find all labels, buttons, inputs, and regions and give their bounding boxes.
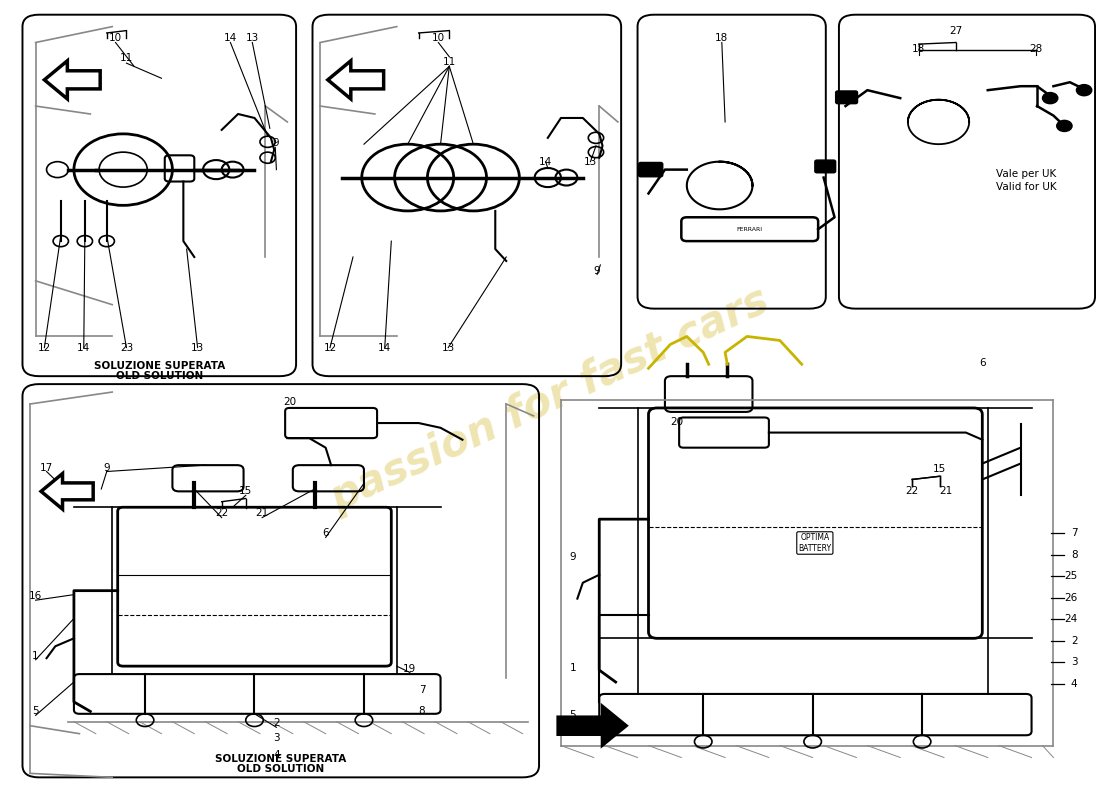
Polygon shape bbox=[328, 61, 384, 99]
Text: 8: 8 bbox=[1071, 550, 1078, 560]
Text: 9: 9 bbox=[570, 552, 576, 562]
Text: 13: 13 bbox=[191, 342, 205, 353]
Text: 21: 21 bbox=[255, 508, 268, 518]
Text: 9: 9 bbox=[594, 266, 601, 275]
FancyBboxPatch shape bbox=[815, 160, 836, 173]
Text: 5: 5 bbox=[32, 706, 39, 717]
Text: 14: 14 bbox=[378, 342, 392, 353]
Text: OLD SOLUTION: OLD SOLUTION bbox=[238, 765, 324, 774]
Text: 20: 20 bbox=[670, 418, 683, 427]
Circle shape bbox=[1057, 120, 1072, 131]
Text: 9: 9 bbox=[103, 462, 110, 473]
Text: 14: 14 bbox=[77, 342, 90, 353]
Polygon shape bbox=[558, 706, 627, 746]
Text: passion for fast cars: passion for fast cars bbox=[323, 280, 777, 520]
Text: 15: 15 bbox=[239, 486, 252, 496]
Text: 14: 14 bbox=[223, 33, 236, 42]
Text: Vale per UK: Vale per UK bbox=[996, 169, 1056, 178]
Text: 1: 1 bbox=[570, 662, 576, 673]
Text: SOLUZIONE SUPERATA: SOLUZIONE SUPERATA bbox=[94, 361, 224, 371]
Text: 6: 6 bbox=[979, 358, 986, 369]
Text: 5: 5 bbox=[570, 710, 576, 720]
Polygon shape bbox=[44, 61, 100, 99]
Text: 22: 22 bbox=[905, 486, 918, 495]
Text: 17: 17 bbox=[40, 462, 53, 473]
Text: OPTIMA
BATTERY: OPTIMA BATTERY bbox=[799, 534, 832, 553]
FancyBboxPatch shape bbox=[639, 162, 662, 177]
Text: 6: 6 bbox=[322, 529, 329, 538]
Text: 11: 11 bbox=[120, 54, 133, 63]
FancyBboxPatch shape bbox=[836, 91, 858, 104]
Text: Valid for UK: Valid for UK bbox=[996, 182, 1056, 192]
Text: 18: 18 bbox=[912, 44, 925, 54]
Text: 21: 21 bbox=[939, 486, 953, 495]
Circle shape bbox=[1043, 93, 1058, 104]
Text: 22: 22 bbox=[214, 508, 229, 518]
Text: 20: 20 bbox=[283, 398, 296, 407]
Text: 16: 16 bbox=[29, 591, 42, 602]
Text: 18: 18 bbox=[715, 33, 728, 42]
Text: 7: 7 bbox=[1071, 529, 1078, 538]
Text: 12: 12 bbox=[323, 342, 337, 353]
Text: 28: 28 bbox=[1030, 44, 1043, 54]
Text: 15: 15 bbox=[933, 464, 946, 474]
Text: 12: 12 bbox=[37, 342, 51, 353]
Text: 10: 10 bbox=[109, 33, 122, 42]
Text: 19: 19 bbox=[404, 663, 417, 674]
Polygon shape bbox=[41, 474, 94, 509]
Text: 4: 4 bbox=[273, 750, 279, 760]
Text: 24: 24 bbox=[1065, 614, 1078, 624]
Text: 23: 23 bbox=[120, 342, 133, 353]
Text: 3: 3 bbox=[273, 734, 279, 743]
Text: 9: 9 bbox=[272, 138, 278, 148]
Text: 13: 13 bbox=[584, 157, 597, 166]
Text: 14: 14 bbox=[539, 157, 552, 166]
Text: OLD SOLUTION: OLD SOLUTION bbox=[116, 371, 202, 381]
Circle shape bbox=[1077, 85, 1091, 96]
Text: 11: 11 bbox=[442, 57, 455, 66]
Text: 1: 1 bbox=[32, 651, 39, 661]
Text: SOLUZIONE SUPERATA: SOLUZIONE SUPERATA bbox=[216, 754, 346, 764]
Text: FERRARI: FERRARI bbox=[736, 226, 762, 232]
Text: 25: 25 bbox=[1065, 571, 1078, 582]
Text: 13: 13 bbox=[441, 342, 454, 353]
Text: 7: 7 bbox=[419, 685, 426, 695]
Text: 4: 4 bbox=[1071, 678, 1078, 689]
Text: 10: 10 bbox=[432, 33, 444, 42]
Text: 3: 3 bbox=[1071, 657, 1078, 667]
Text: 8: 8 bbox=[419, 706, 426, 717]
Text: 26: 26 bbox=[1065, 593, 1078, 603]
Text: 2: 2 bbox=[273, 718, 279, 727]
Text: 2: 2 bbox=[1071, 636, 1078, 646]
Text: 27: 27 bbox=[949, 26, 962, 35]
Text: 13: 13 bbox=[245, 33, 258, 42]
